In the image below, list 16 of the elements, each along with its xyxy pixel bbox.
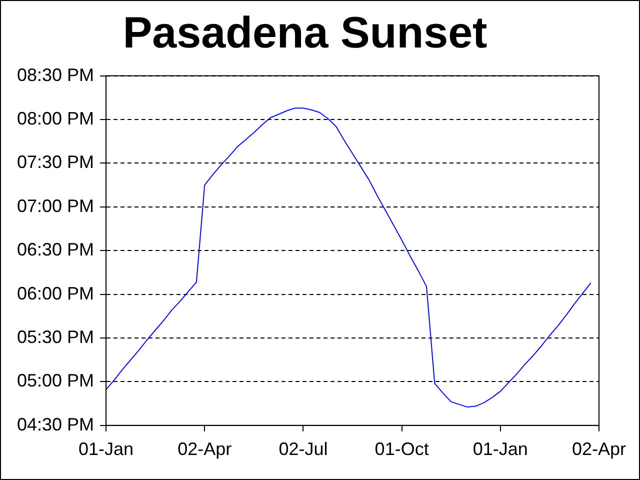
y-tick-label: 08:30 PM (17, 64, 94, 85)
x-tick-label: 01-Oct (374, 439, 429, 460)
y-tick-label: 04:30 PM (17, 414, 94, 434)
x-tick-label: 02-Jul (278, 439, 328, 460)
y-tick-label: 06:00 PM (17, 283, 94, 304)
y-tick-label: 05:30 PM (17, 326, 94, 347)
x-tick-label: 01-Jan (78, 439, 134, 460)
chart-title: Pasadena Sunset (122, 8, 488, 58)
x-tick-label: 02-Apr (178, 439, 232, 460)
y-tick-label: 06:30 PM (17, 240, 94, 260)
y-tick-label: 05:00 PM (17, 370, 94, 391)
y-tick-label: 07:30 PM (17, 152, 94, 172)
y-tick-label: 07:00 PM (17, 196, 94, 216)
x-tick-label: 02-Apr (572, 439, 626, 460)
y-tick-label: 08:00 PM (17, 108, 94, 128)
x-tick-label: 01-Jan (472, 439, 528, 460)
